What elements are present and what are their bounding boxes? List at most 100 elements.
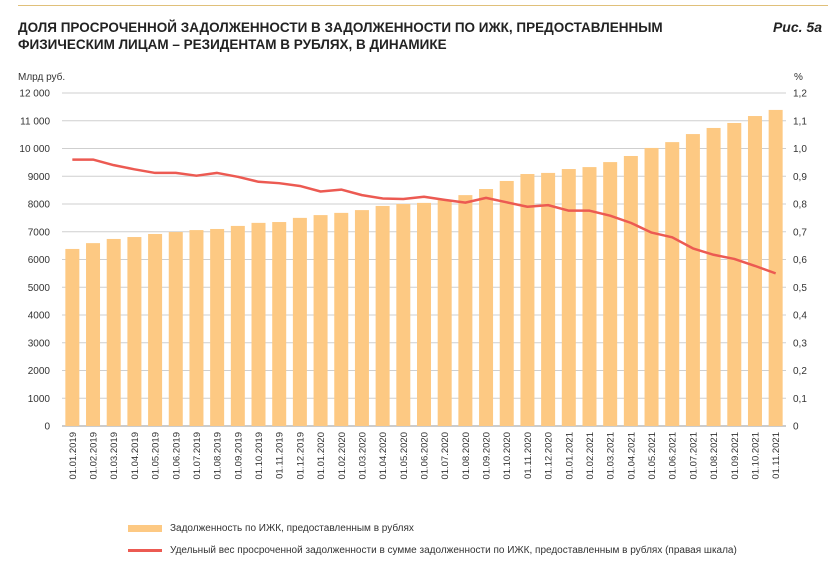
bar bbox=[479, 189, 494, 426]
bar bbox=[768, 109, 783, 427]
x-tick-label: 01.05.2020 bbox=[399, 432, 410, 480]
y2-tick-label: 0 bbox=[793, 422, 799, 433]
x-tick-label: 01.05.2019 bbox=[151, 432, 162, 480]
bar bbox=[230, 225, 245, 426]
y-tick-label: 4000 bbox=[28, 311, 51, 322]
x-tick-label: 01.08.2020 bbox=[461, 432, 472, 480]
x-tick-label: 01.04.2020 bbox=[378, 432, 389, 480]
x-tick-label: 01.07.2019 bbox=[192, 432, 203, 480]
y-axis-label: Млрд руб. bbox=[18, 71, 65, 83]
bar bbox=[292, 217, 307, 426]
y-tick-label: 7000 bbox=[28, 227, 51, 238]
x-tick-label: 01.10.2020 bbox=[502, 432, 513, 480]
bar bbox=[437, 200, 452, 426]
bar bbox=[375, 205, 390, 426]
bar bbox=[189, 230, 204, 426]
y2-tick-label: 0,4 bbox=[793, 311, 807, 322]
bar bbox=[499, 180, 514, 426]
legend-swatch-bar bbox=[128, 525, 162, 532]
x-tick-label: 01.07.2021 bbox=[688, 432, 699, 480]
x-tick-label: 01.08.2019 bbox=[213, 432, 224, 480]
bar bbox=[520, 174, 535, 426]
legend-label-line: Удельный вес просроченной задолженности … bbox=[170, 545, 737, 556]
x-tick-label: 01.09.2019 bbox=[233, 432, 244, 480]
legend-label-bar: Задолженность по ИЖК, предоставленным в … bbox=[170, 523, 414, 534]
figure-label: Рис. 5а bbox=[772, 19, 822, 35]
legend-swatch-line bbox=[128, 549, 162, 552]
y2-tick-label: 0,2 bbox=[793, 366, 807, 377]
bar bbox=[747, 116, 762, 426]
bar bbox=[706, 127, 721, 426]
y2-tick-label: 0,1 bbox=[793, 394, 807, 405]
x-tick-label: 01.11.2020 bbox=[523, 432, 534, 479]
y2-tick-label: 0,3 bbox=[793, 338, 807, 349]
y-tick-label: 1000 bbox=[28, 394, 51, 405]
bar bbox=[313, 215, 328, 426]
bar bbox=[582, 167, 597, 426]
bar bbox=[334, 212, 349, 426]
bar bbox=[86, 243, 101, 426]
y2-tick-label: 0,5 bbox=[793, 283, 807, 294]
y2-tick-label: 0,6 bbox=[793, 255, 807, 266]
x-tick-label: 01.06.2020 bbox=[420, 432, 431, 480]
y-tick-label: 2000 bbox=[28, 366, 51, 377]
y2-axis-label: % bbox=[794, 72, 803, 83]
x-tick-label: 01.03.2020 bbox=[357, 432, 368, 480]
x-tick-label: 01.01.2020 bbox=[316, 432, 327, 480]
y-tick-label: 8000 bbox=[28, 200, 51, 211]
bar bbox=[541, 172, 556, 426]
y-tick-label: 5000 bbox=[28, 283, 51, 294]
bar bbox=[65, 248, 80, 426]
y-tick-label: 0 bbox=[44, 422, 50, 433]
x-tick-label: 01.06.2019 bbox=[171, 432, 182, 480]
bar bbox=[127, 237, 142, 426]
y2-tick-label: 0,8 bbox=[793, 200, 807, 211]
bar bbox=[106, 238, 121, 426]
y-tick-label: 10 000 bbox=[19, 144, 50, 155]
x-tick-label: 01.12.2019 bbox=[295, 432, 306, 480]
top-rule bbox=[18, 5, 828, 6]
bar bbox=[148, 233, 163, 426]
x-tick-label: 01.06.2021 bbox=[668, 432, 679, 480]
y-tick-label: 9000 bbox=[28, 172, 51, 183]
bar bbox=[396, 204, 411, 426]
x-tick-label: 01.02.2021 bbox=[585, 432, 596, 480]
bar bbox=[603, 162, 618, 426]
x-tick-label: 01.03.2021 bbox=[606, 432, 617, 480]
x-tick-label: 01.01.2021 bbox=[564, 432, 575, 480]
bar bbox=[727, 122, 742, 426]
bar bbox=[210, 228, 225, 426]
x-tick-label: 01.04.2019 bbox=[130, 432, 141, 480]
bar bbox=[644, 147, 659, 426]
x-tick-label: 01.12.2020 bbox=[544, 432, 555, 480]
legend-item-bar: Задолженность по ИЖК, предоставленным в … bbox=[128, 523, 414, 534]
bar bbox=[458, 195, 473, 426]
y-tick-label: 3000 bbox=[28, 338, 51, 349]
bar bbox=[685, 134, 700, 426]
legend-item-line: Удельный вес просроченной задолженности … bbox=[128, 545, 737, 556]
bar bbox=[665, 142, 680, 426]
chart-title: Доля просроченной задолженности в задолж… bbox=[18, 20, 663, 52]
bar bbox=[354, 210, 369, 426]
x-tick-label: 01.02.2019 bbox=[89, 432, 100, 480]
bar bbox=[272, 222, 287, 426]
y-tick-label: 6000 bbox=[28, 255, 51, 266]
bar bbox=[417, 202, 431, 426]
y-tick-label: 12 000 bbox=[19, 89, 50, 100]
x-tick-label: 01.10.2019 bbox=[254, 432, 265, 480]
x-tick-label: 01.09.2021 bbox=[730, 432, 741, 480]
bar bbox=[561, 169, 576, 426]
x-tick-label: 01.01.2019 bbox=[68, 432, 79, 480]
x-tick-label: 01.10.2021 bbox=[750, 432, 761, 480]
x-tick-label: 01.03.2019 bbox=[109, 432, 120, 480]
y2-tick-label: 1,2 bbox=[793, 89, 807, 100]
bar bbox=[623, 155, 638, 426]
y2-tick-label: 1,0 bbox=[793, 144, 807, 155]
x-tick-label: 01.04.2021 bbox=[626, 432, 637, 480]
x-tick-label: 01.09.2020 bbox=[482, 432, 493, 480]
bar bbox=[168, 232, 183, 426]
x-tick-label: 01.11.2019 bbox=[275, 432, 286, 479]
x-tick-label: 01.07.2020 bbox=[440, 432, 451, 480]
